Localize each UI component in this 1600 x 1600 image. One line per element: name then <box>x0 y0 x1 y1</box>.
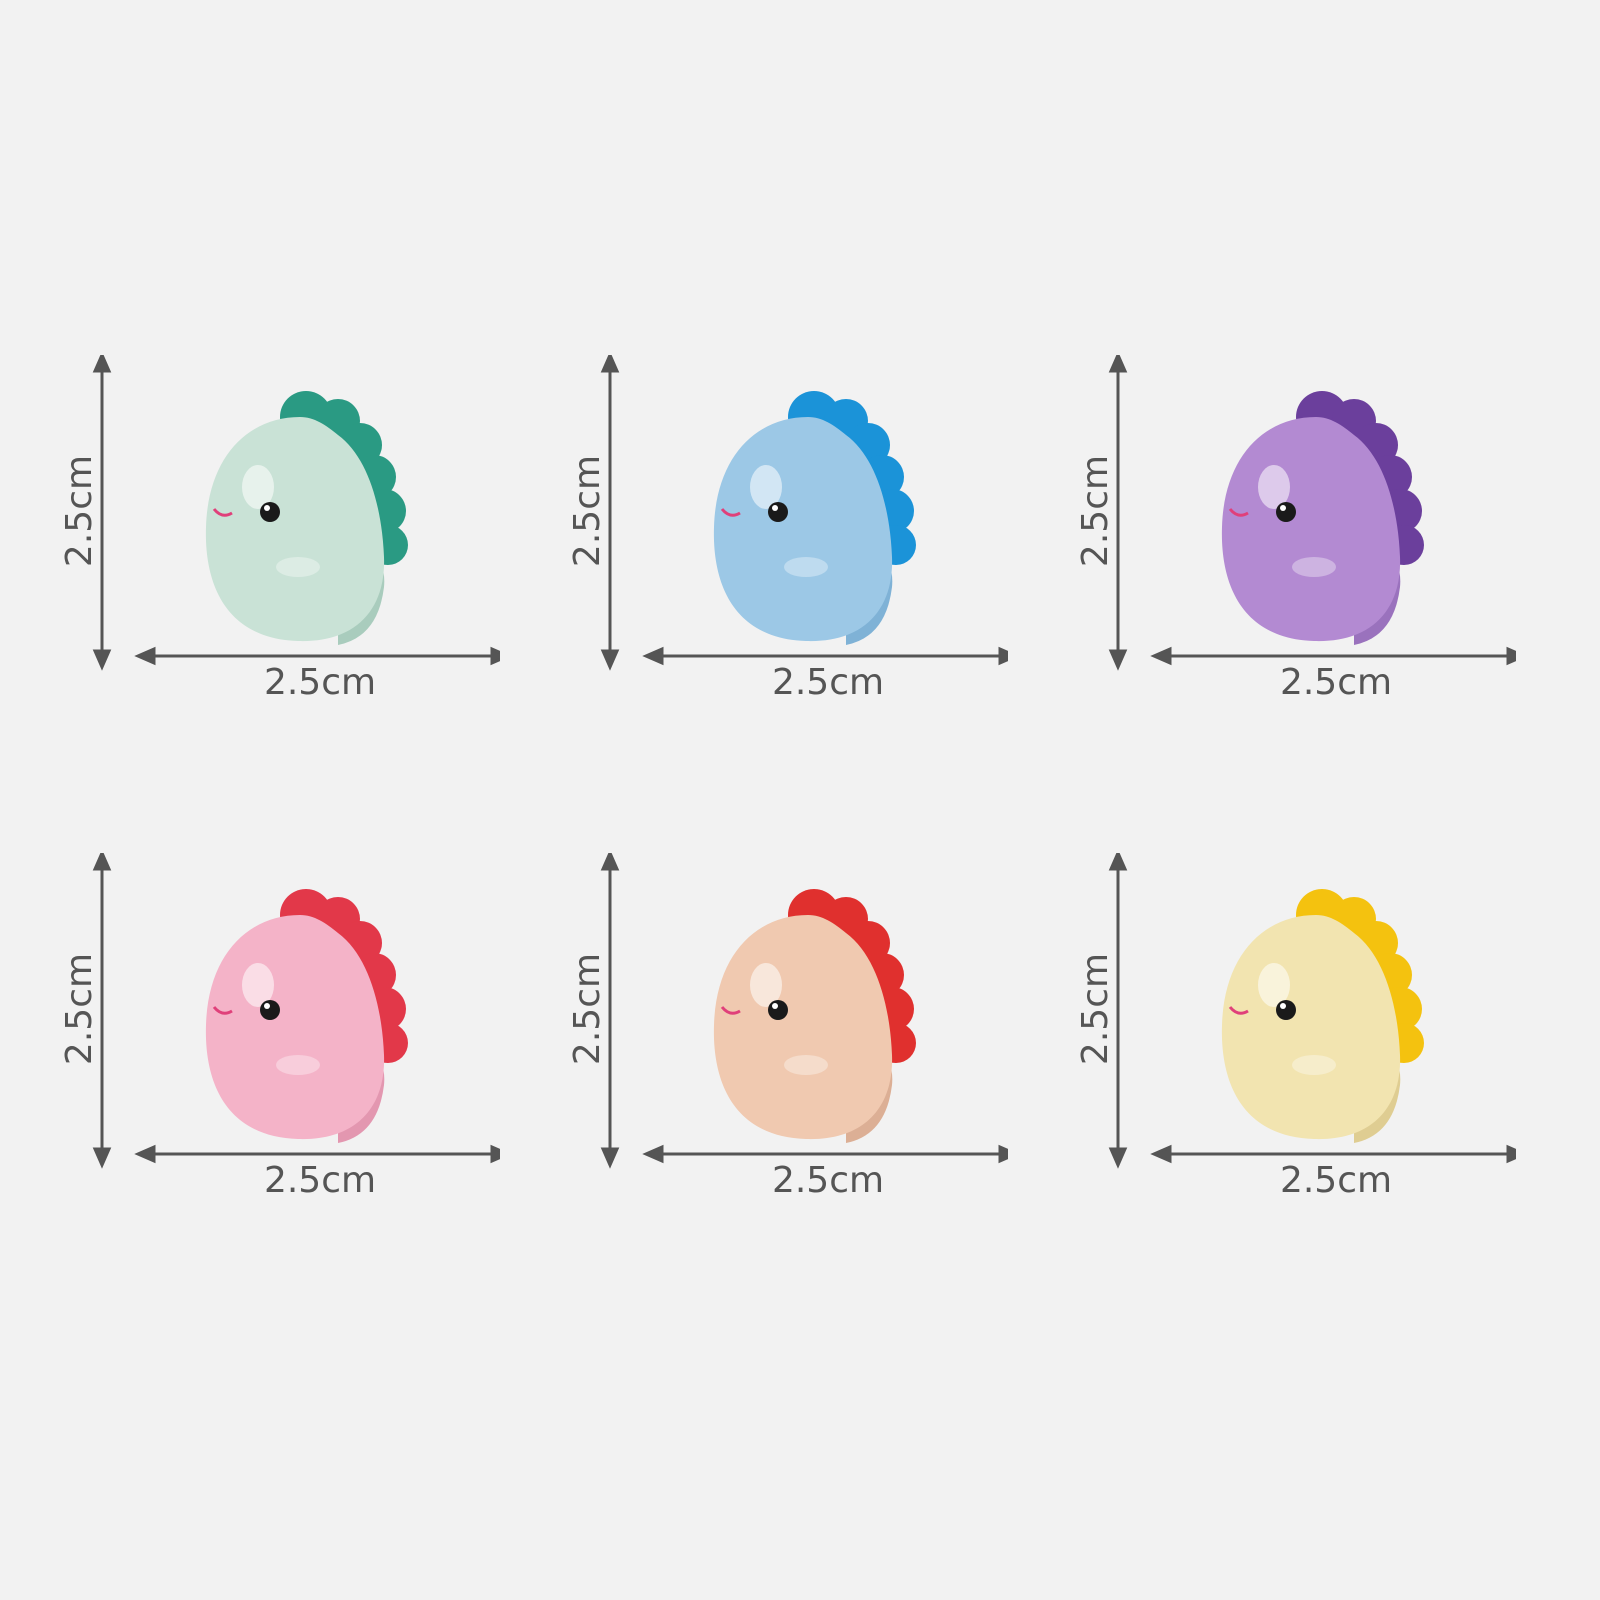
smile <box>212 508 233 517</box>
width-label: 2.5cm <box>263 662 377 703</box>
height-label: 2.5cm <box>567 454 608 568</box>
figure-panel: 2.5cm 2.5cm <box>0 355 500 735</box>
width-label: 2.5cm <box>1279 1160 1393 1201</box>
dinosaur-figure <box>205 889 408 1143</box>
height-label: 2.5cm <box>1075 454 1116 568</box>
dimension-arrows <box>92 853 500 1169</box>
smile <box>720 1006 741 1015</box>
width-label: 2.5cm <box>771 1160 885 1201</box>
height-label: 2.5cm <box>59 454 100 568</box>
smile <box>720 508 741 517</box>
dimension-arrows <box>92 355 500 671</box>
eye <box>1276 502 1296 522</box>
eye <box>1276 1000 1296 1020</box>
dimension-arrows <box>1108 853 1516 1169</box>
figure-panel: 2.5cm 2.5cm <box>508 853 1008 1233</box>
dimension-arrows <box>600 355 1008 671</box>
eye <box>768 1000 788 1020</box>
dimension-arrows <box>1108 355 1516 671</box>
dinosaur-figure <box>713 391 916 645</box>
height-label: 2.5cm <box>567 952 608 1066</box>
smile <box>1228 1006 1249 1015</box>
smile <box>212 1006 233 1015</box>
dimension-arrows <box>600 853 1008 1169</box>
figure-panel: 2.5cm 2.5cm <box>1016 853 1516 1233</box>
dinosaur-figure <box>205 391 408 645</box>
figure-panel: 2.5cm 2.5cm <box>508 355 1008 735</box>
height-label: 2.5cm <box>1075 952 1116 1066</box>
width-label: 2.5cm <box>263 1160 377 1201</box>
width-label: 2.5cm <box>1279 662 1393 703</box>
height-label: 2.5cm <box>59 952 100 1066</box>
eye <box>768 502 788 522</box>
dinosaur-figure <box>1221 391 1424 645</box>
eye <box>260 502 280 522</box>
dinosaur-figure <box>713 889 916 1143</box>
smile <box>1228 508 1249 517</box>
figure-panel: 2.5cm 2.5cm <box>1016 355 1516 735</box>
dinosaur-figure <box>1221 889 1424 1143</box>
width-label: 2.5cm <box>771 662 885 703</box>
figure-panel: 2.5cm 2.5cm <box>0 853 500 1233</box>
eye <box>260 1000 280 1020</box>
